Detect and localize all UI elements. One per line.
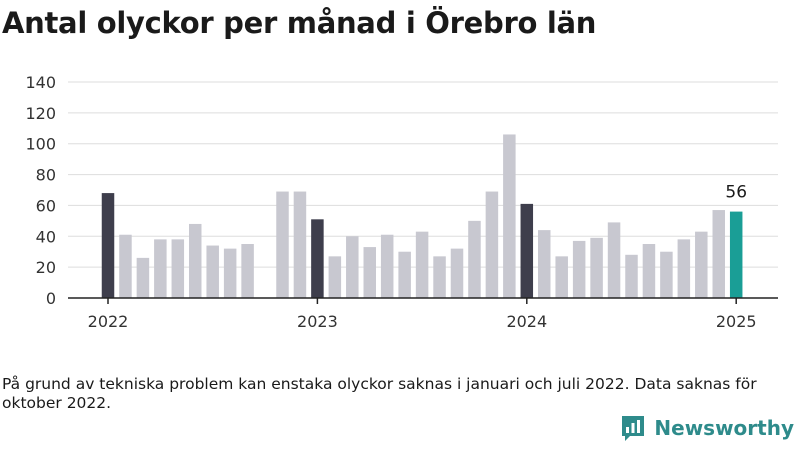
y-tick-label: 0 (46, 289, 56, 308)
y-tick-label: 80 (36, 166, 56, 185)
x-tick-label: 2024 (506, 312, 547, 331)
bar-2022-06 (189, 223, 202, 298)
chart-title: Antal olyckor per månad i Örebro län (2, 6, 597, 40)
y-tick-label: 100 (25, 135, 56, 154)
bar-chart-icon (622, 416, 645, 441)
bar-2024-01 (520, 203, 534, 298)
bar-2022-09 (241, 244, 254, 298)
bar-2024-06 (607, 222, 621, 298)
bar-2023-09 (450, 248, 464, 298)
y-tick-label: 120 (25, 104, 56, 123)
y-axis: 0 20 40 60 80 100 120 140 (25, 73, 56, 308)
y-tick-label: 20 (36, 258, 56, 277)
bar-2022-02 (119, 234, 132, 298)
grid-lines (68, 81, 778, 268)
bar-2023-01 (311, 219, 324, 298)
bar-2023-07 (415, 231, 429, 298)
bar-2024-03 (555, 256, 568, 298)
bar-2024-04 (572, 240, 586, 298)
bar-2022-07 (206, 245, 219, 298)
bar-2023-12 (503, 134, 516, 298)
x-tick-label: 2023 (297, 312, 338, 331)
x-tick-label: 2022 (88, 312, 129, 331)
x-axis: 2022 2023 2024 2025 (68, 297, 778, 331)
latest-value-label: 56 (725, 183, 747, 203)
bar-chart: 0 20 40 60 80 100 120 140 2022 2023 2024 2025 56 (25, 73, 778, 331)
bar-2022-05 (171, 239, 185, 298)
brand-logo[interactable]: Newsworthy (620, 414, 794, 442)
bar-2022-04 (154, 239, 167, 298)
y-tick-label: 60 (36, 196, 56, 215)
data-labels: 56 (725, 183, 747, 203)
brand-name: Newsworthy (654, 416, 794, 440)
bar-2023-04 (363, 247, 376, 298)
bar-2022-12 (293, 191, 307, 298)
bar-2023-03 (346, 236, 359, 298)
y-tick-label: 40 (36, 227, 56, 246)
bar-2023-05 (380, 234, 394, 298)
bar-2024-11 (695, 231, 708, 298)
x-tick-label: 2025 (716, 312, 757, 331)
bar-2024-07 (625, 254, 638, 298)
footnote: På grund av tekniska problem kan enstaka… (2, 375, 757, 412)
bar-2022-11 (276, 191, 289, 298)
bar-2024-08 (642, 244, 656, 298)
bar-2024-09 (660, 251, 673, 298)
bar-2023-08 (433, 256, 446, 298)
bar-2023-10 (468, 220, 481, 298)
bar-2023-06 (398, 251, 411, 298)
bar-2022-01 (101, 193, 115, 298)
bar-2024-10 (677, 239, 691, 298)
bar-2024-12 (712, 210, 725, 298)
bars (101, 134, 743, 298)
y-tick-label: 140 (25, 73, 56, 92)
bar-2022-08 (223, 248, 237, 298)
bar-2024-05 (590, 237, 603, 298)
bar-2023-11 (485, 191, 499, 298)
bar-2023-02 (328, 256, 342, 298)
bar-2025-01 (729, 211, 743, 298)
bar-2022-03 (136, 257, 150, 298)
bar-2024-02 (538, 230, 551, 298)
